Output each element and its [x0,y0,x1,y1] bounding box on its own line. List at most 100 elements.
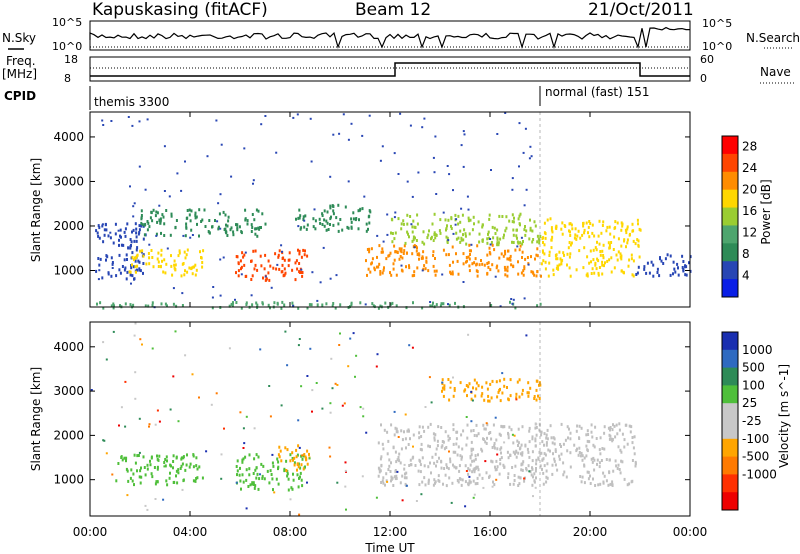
scatter-cell [121,458,124,462]
scatter-cell [445,253,448,257]
scatter-cell [472,468,475,472]
scatter-cell [312,225,315,229]
scatter-cell [562,442,565,446]
scatter-cell [521,451,524,455]
scatter-cell [332,212,335,216]
scatter-cell [626,442,629,446]
scatter-cell [607,426,610,430]
scatter-cell [602,256,605,260]
scatter-cell [181,292,184,295]
scatter-cell [123,258,126,262]
scatter-cell [95,229,98,233]
scatter-cell [485,442,488,445]
scatter-cell [112,241,115,245]
scatter-cell [677,273,680,277]
scatter-cell [189,219,192,223]
scatter-cell [183,273,186,277]
scatter-cell [232,301,234,305]
scatter-cell [628,482,631,486]
scatter-cell [451,270,454,274]
scatter-cell [269,264,272,268]
scatter-cell [556,257,559,261]
scatter-cell [261,474,264,478]
scatter-cell [646,261,649,265]
scatter-cell [239,259,242,263]
scatter-cell [567,246,570,250]
scatter-cell [464,505,467,508]
scatter-cell [132,205,135,208]
scatter-cell [464,234,467,238]
scatter-cell [411,195,414,198]
scatter-cell [164,458,167,461]
scatter-cell [301,484,304,488]
scatter-cell [581,458,584,462]
scatter-cell [392,267,395,271]
scatter-cell [625,245,627,249]
scatter-cell [150,249,153,252]
scatter-cell [428,229,430,233]
scatter-cell [217,225,220,229]
scatter-cell [96,302,98,306]
scatter-cell [575,237,578,241]
scatter-cell [279,449,282,453]
scatter-cell [553,459,556,463]
scatter-cell [518,122,521,125]
scatter-cell [331,304,334,308]
scatter-cell [449,457,452,461]
scatter-cell [408,344,411,347]
scatter-cell [621,460,624,464]
scatter-cell [371,257,374,261]
scatter-cell [124,425,127,428]
scatter-cell [502,425,505,429]
scatter-cell [469,253,471,256]
scatter-cell [447,378,450,381]
scatter-cell [111,262,114,266]
scatter-cell [400,247,403,251]
y-tick-label: 4000 [53,130,84,144]
scatter-cell [395,460,398,464]
scatter-cell [411,239,414,243]
scatter-cell [291,301,294,305]
scatter-cell [155,210,158,214]
scatter-cell [301,454,304,457]
scatter-cell [613,266,616,270]
scatter-cell [191,272,194,276]
scatter-cell [602,220,605,224]
nave-tick-lo: 0 [700,72,707,85]
scatter-cell [455,237,458,241]
scatter-cell [133,239,136,243]
scatter-cell [405,306,408,310]
scatter-cell [196,222,198,226]
scatter-cell [185,222,188,226]
scatter-cell [126,258,128,261]
scatter-cell [416,213,419,217]
scatter-cell [124,234,127,238]
scatter-cell [509,254,512,258]
scatter-cell [381,479,384,483]
scatter-cell [276,302,279,306]
scatter-cell [163,145,166,148]
scatter-cell [306,375,309,377]
scatter-cell [514,248,517,252]
scatter-cell [176,481,179,485]
scatter-cell [295,217,297,221]
scatter-cell [442,482,444,486]
scatter-cell [468,475,471,478]
scatter-cell [615,423,618,427]
scatter-cell [585,221,588,225]
scatter-cell [389,271,391,275]
scatter-cell [200,220,203,223]
colorbar-swatch [722,332,738,351]
scatter-cell [134,461,137,465]
scatter-cell [488,474,491,478]
scatter-cell [166,247,169,250]
scatter-cell [503,265,506,269]
scatter-cell [611,439,614,443]
scatter-cell [312,217,315,221]
scatter-cell [375,496,378,499]
scatter-cell [455,466,457,470]
scatter-cell [281,257,284,260]
scatter-cell [452,232,455,235]
scatter-cell [492,236,495,240]
scatter-cell [157,251,160,255]
